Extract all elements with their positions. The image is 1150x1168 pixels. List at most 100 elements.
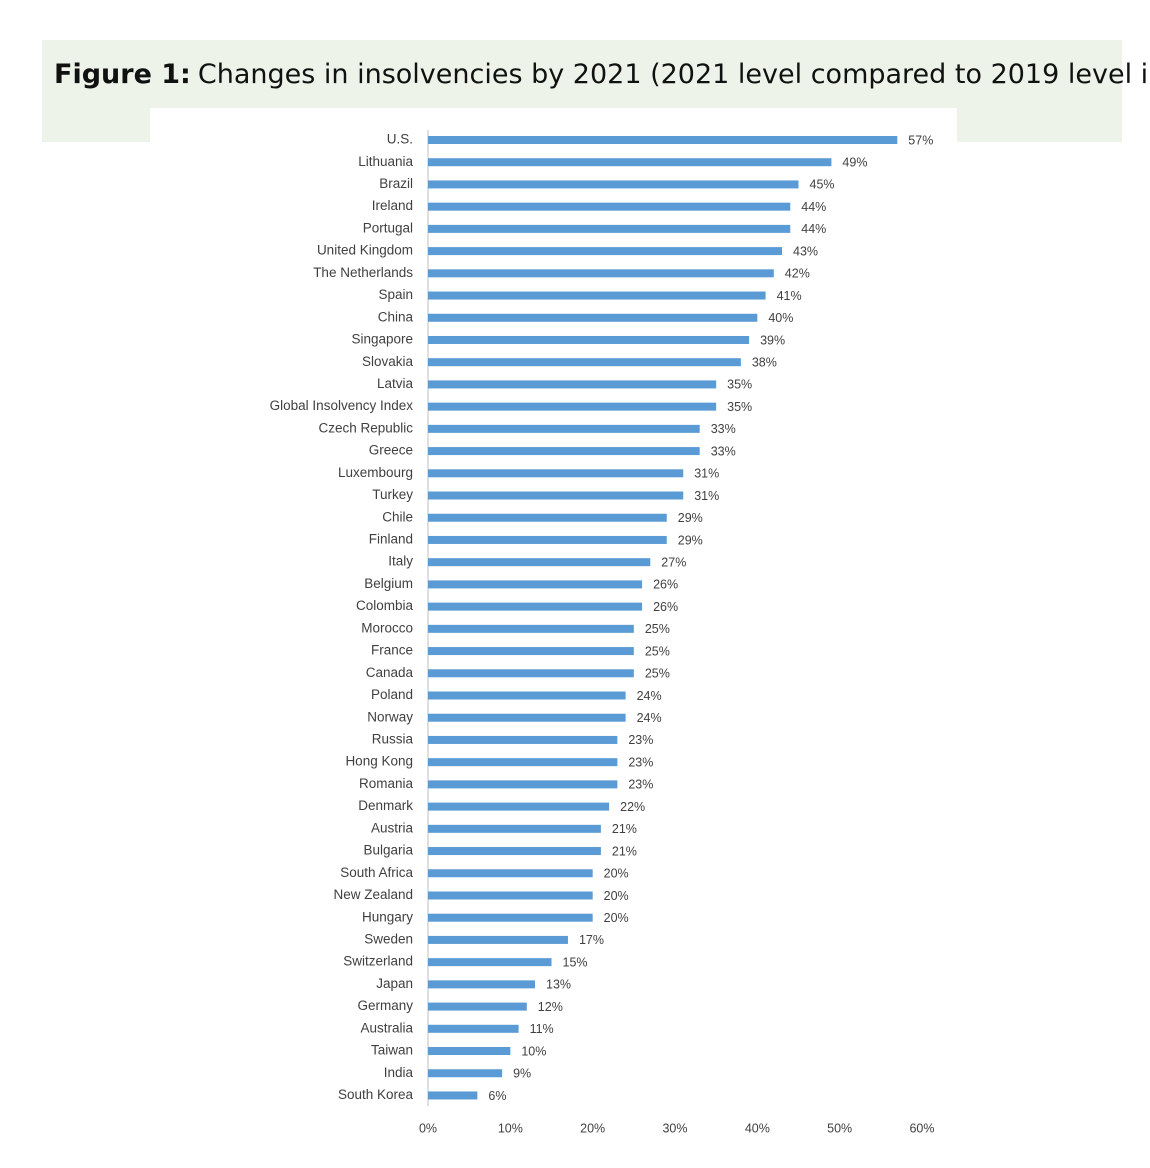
bar [428,424,700,433]
category-label: Spain [378,287,413,302]
category-label: France [371,643,413,658]
bar [428,1091,478,1100]
bar [428,1002,527,1011]
bar [428,558,651,567]
category-label: Poland [371,687,413,702]
bar [428,402,717,411]
bar [428,202,791,211]
x-tick-label: 60% [909,1121,934,1135]
value-label: 20% [604,889,629,903]
value-label: 26% [653,578,678,592]
value-label: 33% [711,444,736,458]
bar [428,824,601,833]
category-label: South Korea [338,1087,414,1102]
category-label: Denmark [358,798,413,813]
bar [428,758,618,767]
value-label: 23% [628,778,653,792]
bar [428,958,552,967]
value-label: 11% [530,1022,554,1036]
category-label: The Netherlands [313,265,413,280]
category-label: China [378,309,414,324]
value-label: 23% [628,733,653,747]
value-label: 21% [612,844,637,858]
bar [428,269,774,278]
x-tick-label: 40% [745,1121,770,1135]
value-label: 41% [777,289,802,303]
x-tick-label: 0% [419,1121,437,1135]
value-label: 44% [801,222,826,236]
title-text: Changes in insolvencies by 2021 (2021 le… [198,59,1150,90]
bar [428,713,626,722]
value-label: 21% [612,822,637,836]
value-label: 31% [694,489,719,503]
bar [428,535,667,544]
category-label: Belgium [364,576,413,591]
value-label: 35% [727,378,752,392]
category-label: India [384,1065,414,1080]
value-label: 15% [563,955,588,969]
category-label: Chile [382,509,413,524]
bar [428,669,634,678]
category-label: Brazil [379,176,413,191]
bar [428,935,568,944]
value-label: 6% [488,1089,506,1103]
category-label: Bulgaria [363,843,413,858]
bar [428,735,618,744]
value-label: 40% [768,311,793,325]
category-label: Sweden [364,931,413,946]
bar [428,780,618,789]
bar [428,358,741,367]
value-label: 24% [637,689,662,703]
category-label: Germany [357,998,413,1013]
value-label: 22% [620,800,645,814]
x-tick-label: 10% [498,1121,523,1135]
value-label: 25% [645,622,670,636]
value-label: 49% [842,156,867,170]
category-label: Australia [360,1020,413,1035]
value-label: 12% [538,1000,563,1014]
bar [428,313,758,322]
bar [428,847,601,856]
category-label: Hungary [362,909,413,924]
category-label: South Africa [340,865,413,880]
category-label: Lithuania [358,154,413,169]
bar [428,580,643,589]
bar [428,647,634,656]
bar [428,291,766,300]
value-label: 25% [645,667,670,681]
category-label: Latvia [377,376,414,391]
value-label: 17% [579,933,604,947]
value-label: 25% [645,644,670,658]
category-label: Portugal [363,220,413,235]
bar [428,491,684,500]
bar [428,247,783,256]
category-label: United Kingdom [317,243,413,258]
bar [428,380,717,389]
bar [428,224,791,233]
value-label: 39% [760,333,785,347]
bar [428,869,593,878]
category-label: Russia [372,732,414,747]
chart-title: Figure 1: Changes in insolvencies by 2021… [54,59,1150,90]
category-label: Greece [369,443,413,458]
bar [428,1069,503,1078]
value-label: 9% [513,1067,531,1081]
category-label: Hong Kong [345,754,413,769]
value-label: 43% [793,244,818,258]
category-label: Morocco [361,620,413,635]
bar [428,158,832,167]
category-label: Italy [388,554,413,569]
category-label: Singapore [351,332,413,347]
category-label: Canada [366,665,414,680]
category-label: Czech Republic [318,420,413,435]
bar [428,691,626,700]
value-label: 20% [604,867,629,881]
category-label: Slovakia [362,354,414,369]
value-label: 35% [727,400,752,414]
value-label: 20% [604,911,629,925]
value-label: 23% [628,755,653,769]
value-label: 24% [637,711,662,725]
bar [428,1047,511,1056]
category-label: Finland [369,532,413,547]
